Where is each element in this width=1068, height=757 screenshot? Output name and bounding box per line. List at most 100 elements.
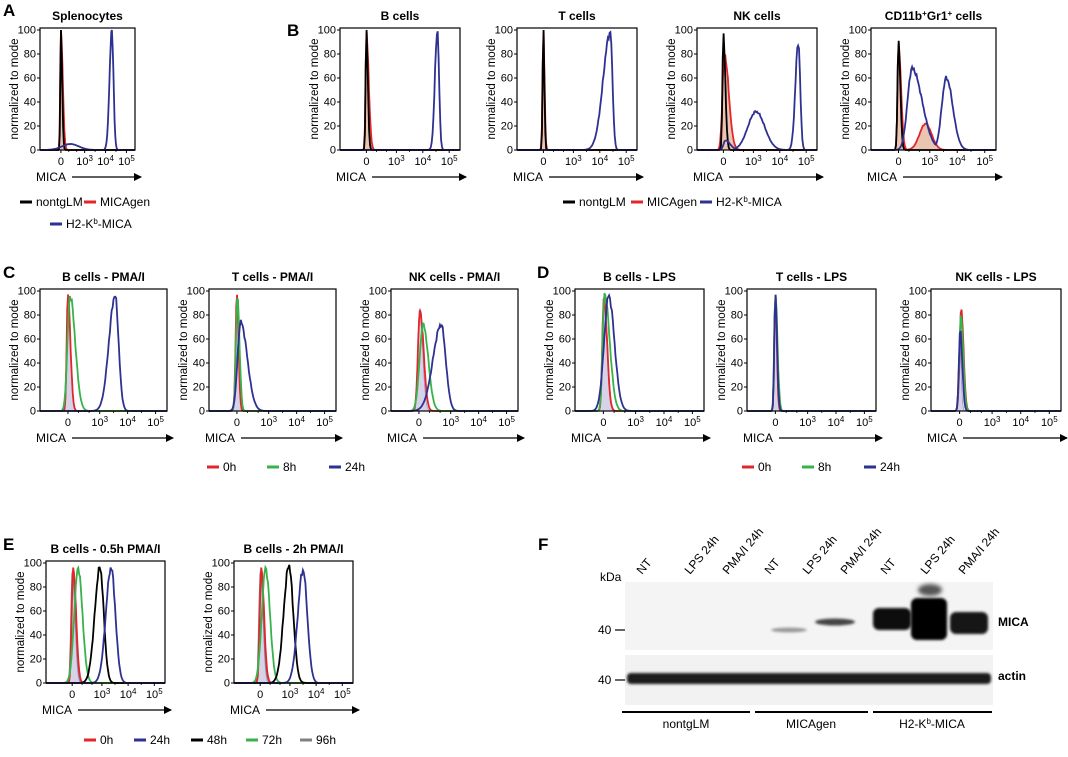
series-line-h2-kb-mica — [697, 43, 817, 151]
y-tick-label: 0 — [921, 406, 927, 418]
legend-label: nontgLM — [36, 195, 83, 209]
y-tick-label: 60 — [24, 73, 36, 85]
histogram-b2: T cells normalized to mode 0 20 40 60 80 100 0 10… — [486, 9, 644, 184]
series-line-h2-kb-mica — [517, 30, 637, 151]
series-line-0h — [747, 294, 876, 412]
x-axis-label: MICA — [42, 703, 72, 717]
y-tick-label: 60 — [855, 73, 867, 85]
y-axis-label: normalized to mode — [900, 300, 912, 401]
legend-c: 0h 8h 24h — [207, 460, 365, 474]
y-tick-label: 40 — [855, 97, 867, 109]
series-line-nontglm — [40, 29, 135, 151]
series-line-nontglm — [871, 40, 996, 151]
series-line-nontglm — [517, 29, 637, 151]
series-fill-micagen — [40, 30, 135, 150]
y-tick-label: 20 — [855, 121, 867, 133]
series-line-8h — [209, 297, 336, 412]
x-tick-label: 0 — [540, 156, 546, 168]
x-tick-label: 104 — [949, 154, 966, 169]
x-tick-label: 104 — [656, 415, 673, 430]
plot-frame — [574, 288, 705, 412]
legend-label: 24h — [345, 460, 365, 474]
x-tick-label: 104 — [308, 687, 325, 702]
lane-label: NT — [634, 555, 655, 577]
x-tick-label: 104 — [288, 415, 305, 430]
lane-label: PMA/I 24h — [956, 525, 1003, 577]
plot-frame — [870, 27, 997, 151]
y-tick-label: 80 — [24, 310, 36, 322]
y-tick-label: 40 — [24, 358, 36, 370]
x-tick-label: 105 — [147, 415, 164, 430]
y-tick-label: 40 — [501, 97, 513, 109]
series-line-unstained — [209, 298, 336, 412]
x-tick-label: 0 — [600, 417, 606, 429]
y-tick-label: 40 — [218, 630, 230, 642]
group-label: MICAgen — [786, 717, 836, 731]
x-tick-label: 104 — [120, 687, 137, 702]
y-tick-label: 0 — [199, 406, 205, 418]
panel-letter-c: C — [3, 263, 15, 282]
group-label: H2-Kb-MICA — [899, 717, 965, 732]
panel-title: T cells — [558, 9, 596, 23]
series-line-0h — [575, 294, 704, 412]
y-axis-label: normalized to mode — [486, 39, 498, 140]
y-tick-label: 40 — [559, 358, 571, 370]
y-tick-label: 60 — [559, 334, 571, 346]
histogram-a: Splenocytes normalized to mode 0 20 40 60 80 10… — [9, 9, 142, 184]
x-tick-label: 105 — [618, 154, 635, 169]
y-tick-label: 0 — [381, 406, 387, 418]
series-line-micagen — [340, 30, 460, 151]
marker-40-mica: 40 — [598, 623, 612, 637]
legends: nontgLM MICAgen H2-Kb-MICA nontgLM MICAgen H2… — [20, 195, 900, 747]
series-line-8h — [391, 321, 518, 412]
y-axis-label: normalized to mode — [9, 300, 21, 401]
y-tick-label: 60 — [193, 334, 205, 346]
y-tick-label: 80 — [324, 49, 336, 61]
x-tick-label: 105 — [441, 154, 458, 169]
y-tick-label: 100 — [369, 286, 387, 298]
x-tick-label: 103 — [388, 154, 405, 169]
band-mica-micagen-pma — [815, 618, 855, 626]
y-tick-label: 100 — [675, 25, 693, 37]
series-line-24h — [575, 293, 704, 412]
x-axis-label: MICA — [36, 170, 66, 184]
x-tick-label: 104 — [414, 154, 431, 169]
y-tick-label: 60 — [915, 334, 927, 346]
x-tick-label: 0 — [58, 156, 64, 168]
x-axis-label: MICA — [927, 431, 957, 445]
x-tick-label: 105 — [146, 687, 163, 702]
x-tick-label: 105 — [976, 154, 993, 169]
series-fill-unstained — [46, 576, 165, 683]
x-tick-label: 103 — [984, 415, 1001, 430]
y-tick-label: 100 — [18, 25, 36, 37]
y-tick-label: 20 — [681, 121, 693, 133]
series-line-0h — [391, 309, 518, 412]
y-tick-label: 100 — [318, 25, 336, 37]
x-tick-label: 103 — [76, 154, 93, 169]
y-tick-label: 40 — [915, 358, 927, 370]
y-tick-label: 60 — [501, 73, 513, 85]
plot-frame — [208, 288, 337, 412]
series-line-unstained — [391, 307, 518, 412]
plot-frame — [696, 27, 818, 151]
marker-40-actin: 40 — [598, 673, 612, 687]
band-label-actin: actin — [998, 669, 1026, 683]
x-axis-label: MICA — [693, 170, 723, 184]
x-tick-label: 105 — [498, 415, 515, 430]
y-tick-label: 0 — [30, 145, 36, 157]
series-line-24h — [46, 567, 165, 684]
y-tick-label: 40 — [375, 358, 387, 370]
plot-frame — [45, 560, 166, 684]
x-tick-label: 105 — [334, 687, 351, 702]
y-tick-label: 20 — [30, 654, 42, 666]
series-line-unstained — [747, 297, 876, 412]
band-mica-h2kb-pma — [950, 612, 988, 634]
y-tick-label: 60 — [681, 73, 693, 85]
x-axis-label: MICA — [571, 431, 601, 445]
legend-label: 0h — [223, 460, 236, 474]
series-line-24h — [209, 319, 336, 412]
y-tick-label: 0 — [687, 145, 693, 157]
panel-title: Splenocytes — [52, 9, 123, 23]
y-tick-label: 60 — [324, 73, 336, 85]
x-tick-label: 103 — [627, 415, 644, 430]
